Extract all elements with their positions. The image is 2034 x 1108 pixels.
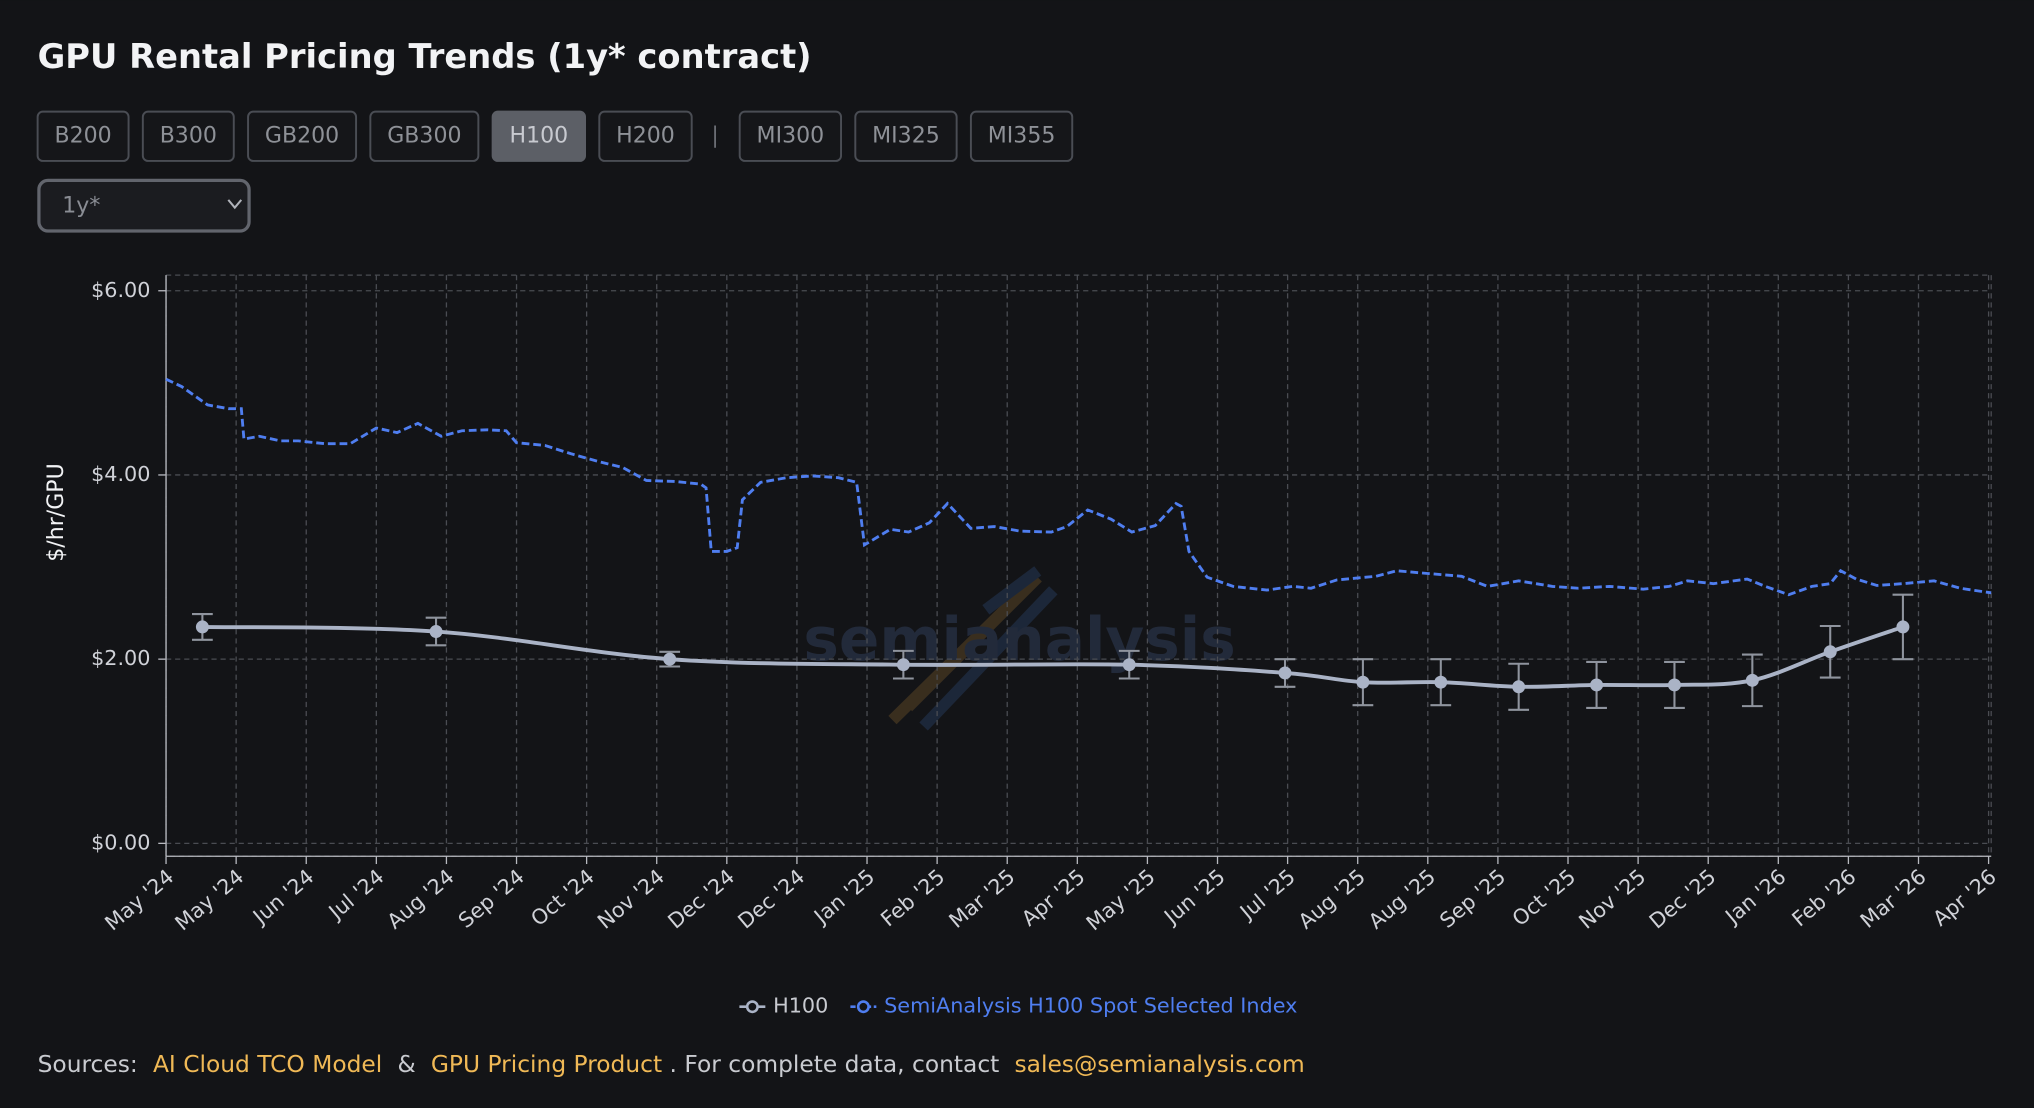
data-point — [896, 658, 910, 672]
tab-button[interactable] — [491, 110, 587, 162]
legend-label[interactable]: SemiAnalysis H100 Spot Selected Index — [884, 994, 1297, 1018]
tab-button[interactable] — [36, 110, 130, 162]
y-tick-label: $0.00 — [91, 830, 150, 854]
data-point — [1278, 666, 1292, 680]
y-tick-label: $6.00 — [91, 278, 150, 302]
tab-button[interactable] — [369, 110, 480, 162]
sources-text: . For complete data, contact — [670, 1050, 1000, 1078]
tab-button[interactable] — [969, 110, 1074, 162]
source-link[interactable]: GPU Pricing Product — [431, 1050, 662, 1078]
data-point — [1512, 680, 1526, 694]
watermark-logo — [919, 566, 1058, 731]
data-point — [1823, 645, 1837, 659]
tab-label[interactable]: B200 — [54, 123, 111, 148]
tab-button[interactable] — [247, 110, 358, 162]
dropdown-box[interactable] — [37, 178, 251, 233]
tab-label[interactable]: GB200 — [265, 123, 339, 148]
data-point — [1667, 678, 1681, 692]
dropdown-value[interactable]: 1y* — [62, 193, 100, 218]
dropdown-chevron — [227, 199, 243, 210]
data-point — [1434, 675, 1448, 689]
page-title: GPU Rental Pricing Trends (1y* contract) — [38, 37, 812, 76]
y-tick-label: $4.00 — [91, 462, 150, 486]
legend-marker — [856, 1000, 870, 1014]
tab-button[interactable] — [738, 110, 843, 162]
legend: H100 SemiAnalysis H100 Spot Selected Inde… — [739, 994, 1297, 1018]
tab-bar: B200 B300 GB200 GB300 H100 H200 | MI300 MI325 MI3… — [36, 110, 1074, 162]
data-point — [429, 625, 443, 639]
y-tick-label: $2.00 — [91, 646, 150, 670]
email-link[interactable]: sales@semianalysis.com — [1015, 1050, 1305, 1078]
series-line — [165, 377, 1992, 597]
watermark-logo — [888, 573, 1042, 725]
tab-label[interactable]: H200 — [616, 123, 675, 148]
tab-separator: | — [711, 123, 718, 148]
data-point — [663, 652, 677, 666]
data-point — [1590, 678, 1604, 692]
data-point — [1896, 620, 1910, 634]
tab-button[interactable] — [141, 110, 235, 162]
dropdown[interactable]: 1y* — [37, 178, 251, 233]
tab-button[interactable] — [598, 110, 693, 162]
tab-label[interactable]: B300 — [160, 123, 217, 148]
data-point — [1122, 658, 1136, 672]
legend-marker — [745, 1000, 759, 1014]
tab-label[interactable]: MI300 — [757, 123, 825, 148]
legend-label[interactable]: H100 — [773, 994, 828, 1018]
tab-button[interactable] — [854, 110, 958, 162]
data-point — [1356, 675, 1370, 689]
y-axis-label: $/hr/GPU — [44, 463, 69, 561]
tab-label[interactable]: MI325 — [872, 123, 940, 148]
tab-label[interactable]: GB300 — [387, 123, 461, 148]
sources: Sources: AI Cloud TCO Model & GPU Pricin… — [38, 1050, 1305, 1078]
sources-amp: & — [397, 1050, 415, 1078]
data-point — [195, 620, 209, 634]
sources-prefix: Sources: — [38, 1050, 138, 1078]
tab-label[interactable]: H100 — [509, 123, 568, 148]
source-link[interactable]: AI Cloud TCO Model — [153, 1050, 382, 1078]
data-point — [1745, 673, 1759, 687]
tab-label[interactable]: MI355 — [988, 123, 1056, 148]
